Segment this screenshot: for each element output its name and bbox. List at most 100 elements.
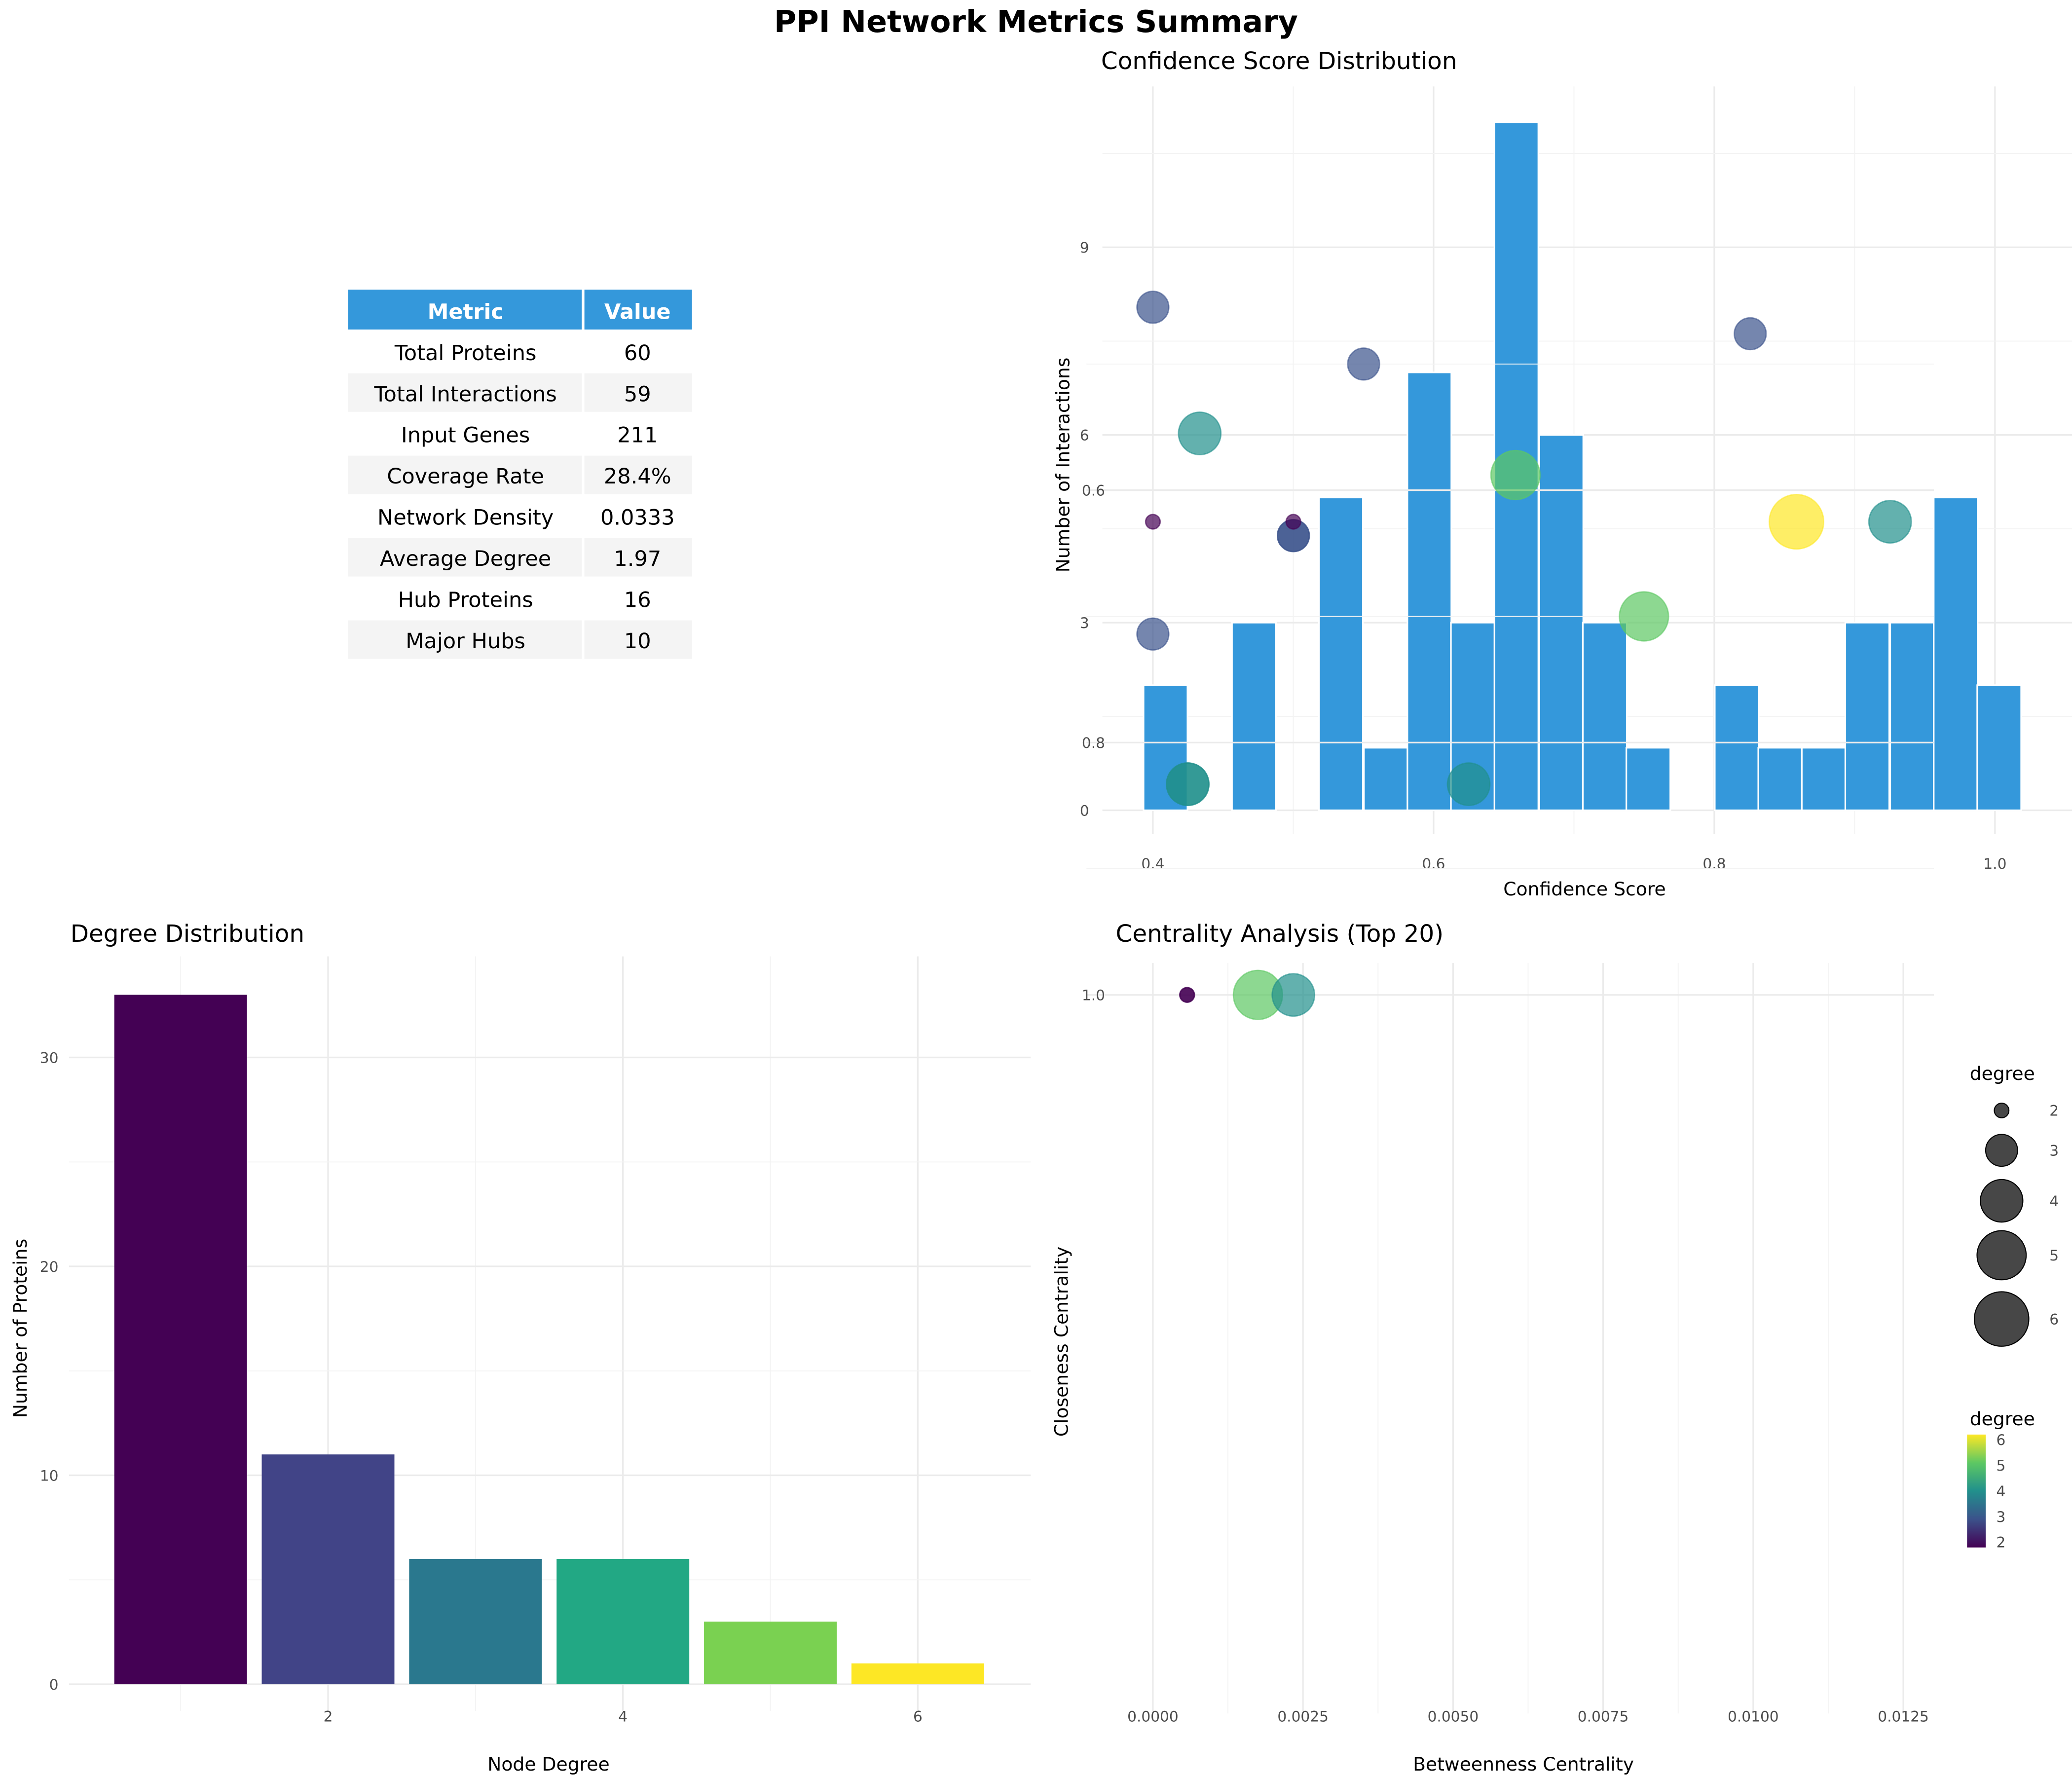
hist-bar: [1231, 622, 1277, 812]
hist-ylabel: Number of Interactions: [1052, 358, 1073, 573]
table-header-cell: [584, 290, 692, 330]
hist-ytick: 9: [1080, 239, 1089, 256]
table-row-bg: [348, 620, 582, 659]
metrics-table: Metric Value Total Proteins 60 Total Interac…: [348, 290, 692, 659]
scatter-point: [1179, 987, 1195, 1003]
hist-bar: [1406, 371, 1452, 812]
table-cell-value: 16: [624, 588, 651, 613]
scatter-title: Centrality Analysis (Top 20): [1116, 920, 1444, 948]
hist-bar: [1757, 747, 1803, 812]
table-row-bg: [348, 538, 582, 577]
color-legend-label: 6: [1997, 1432, 2006, 1448]
degree-ytick: 30: [40, 1049, 59, 1066]
scatter-point: [1136, 617, 1170, 651]
table-row-bg: [584, 373, 692, 412]
table-cell-metric: Total Interactions: [373, 382, 556, 407]
table-cell-value: 0.0333: [600, 506, 675, 530]
scatter-point: [1734, 317, 1767, 351]
table-row-bg: [348, 455, 582, 494]
scatter-point: [1490, 449, 1541, 501]
color-legend-label: 5: [1997, 1457, 2006, 1474]
degree-bar: [261, 1454, 395, 1685]
scatter-xtick: 0.0100: [1728, 1708, 1779, 1725]
scatter-point: [1768, 494, 1825, 550]
size-legend-icon: [1976, 1230, 2027, 1281]
scatter-ytick: 0.6: [1082, 482, 1105, 499]
hist-bar: [1363, 747, 1409, 812]
size-legend-title: degree: [1970, 1063, 2035, 1084]
scatter-point: [1178, 411, 1222, 455]
scatter-ytick: 1.0: [1082, 987, 1105, 1004]
table-cell-metric: Hub Proteins: [398, 588, 533, 613]
degree-xlabel: Node Degree: [487, 1753, 610, 1775]
table-cell-metric: Network Density: [377, 506, 554, 530]
scatter-point: [1166, 762, 1210, 807]
table-cell-value: 60: [624, 341, 651, 366]
hist-bar: [1714, 684, 1760, 812]
scatter-xtick: 0.0050: [1428, 1708, 1479, 1725]
hist-bar: [1889, 622, 1935, 812]
color-legend-label: 4: [1997, 1483, 2006, 1500]
degree-ytick: 10: [40, 1467, 59, 1484]
size-legend-icon: [1974, 1291, 2030, 1347]
hist-bar: [1582, 622, 1628, 812]
table-cell-value: 10: [624, 629, 651, 654]
hist-ytick: 0: [1080, 802, 1089, 819]
table-header-value: Value: [604, 299, 671, 324]
hist-ytick: 3: [1080, 615, 1089, 631]
table-cell-metric: Coverage Rate: [387, 464, 544, 489]
scatter-point: [1868, 500, 1912, 544]
table-row-bg: [584, 538, 692, 577]
confidence-histogram: Confidence Score Distribution Confidence…: [1052, 47, 2072, 900]
scatter-xtick: 0.0075: [1578, 1708, 1629, 1725]
size-legend-icon: [1985, 1134, 2018, 1167]
table-cell-metric: Average Degree: [380, 547, 551, 571]
table-cell-value: 59: [624, 382, 651, 407]
degree-chart: Degree Distribution Node Degree Number o…: [9, 920, 1031, 1775]
size-legend-icon: [1994, 1103, 2010, 1118]
table-cell-value: 1.97: [614, 547, 661, 571]
scatter-point: [1619, 591, 1669, 642]
size-legend-label: 2: [2049, 1103, 2059, 1119]
scatter-xlabel: Betweenness Centrality: [1413, 1753, 1634, 1775]
table-cell-metric: Major Hubs: [406, 629, 525, 654]
scatter-point: [1347, 347, 1380, 381]
hist-xlabel: Confidence Score: [1503, 878, 1665, 900]
degree-ylabel: Number of Proteins: [9, 1239, 31, 1418]
degree-xtick: 6: [913, 1708, 923, 1725]
hist-bar: [1801, 747, 1847, 812]
hist-bar: [1976, 684, 2022, 812]
figure-title: PPI Network Metrics Summary: [774, 4, 1298, 39]
degree-xtick: 2: [324, 1708, 333, 1725]
hist-bar: [1626, 747, 1671, 812]
color-legend-bar: [1967, 1434, 1986, 1548]
scatter-point: [1446, 762, 1491, 807]
degree-ytick: 0: [49, 1676, 59, 1693]
degree-bar: [114, 995, 247, 1685]
hist-xtick: 0.6: [1422, 855, 1445, 872]
scatter-point: [1271, 973, 1316, 1017]
hist-xtick: 0.4: [1141, 855, 1164, 872]
table-cell-metric: Input Genes: [401, 423, 530, 448]
hist-bar: [1538, 434, 1584, 812]
color-legend-label: 3: [1997, 1509, 2006, 1525]
hist-ytick: 6: [1080, 427, 1089, 444]
table-cell-metric: Total Proteins: [394, 341, 537, 366]
scatter-point: [1285, 514, 1301, 530]
hist-bar: [1844, 622, 1890, 812]
degree-ytick: 20: [40, 1258, 59, 1275]
size-legend-icon: [1980, 1179, 2024, 1223]
scatter-xtick: 0.0125: [1878, 1708, 1929, 1725]
scatter-point: [1145, 514, 1161, 530]
degree-bar: [704, 1621, 837, 1685]
scatter-point: [1136, 291, 1170, 324]
table-cell-value: 211: [617, 423, 658, 448]
size-legend-label: 5: [2049, 1247, 2059, 1264]
degree-title: Degree Distribution: [71, 920, 304, 948]
scatter-xtick: 0.0000: [1127, 1708, 1179, 1725]
hist-xtick: 1.0: [1983, 855, 2006, 872]
size-legend-label: 6: [2049, 1311, 2059, 1328]
table-cell-value: 28.4%: [604, 464, 671, 489]
table-row-bg: [348, 373, 582, 412]
